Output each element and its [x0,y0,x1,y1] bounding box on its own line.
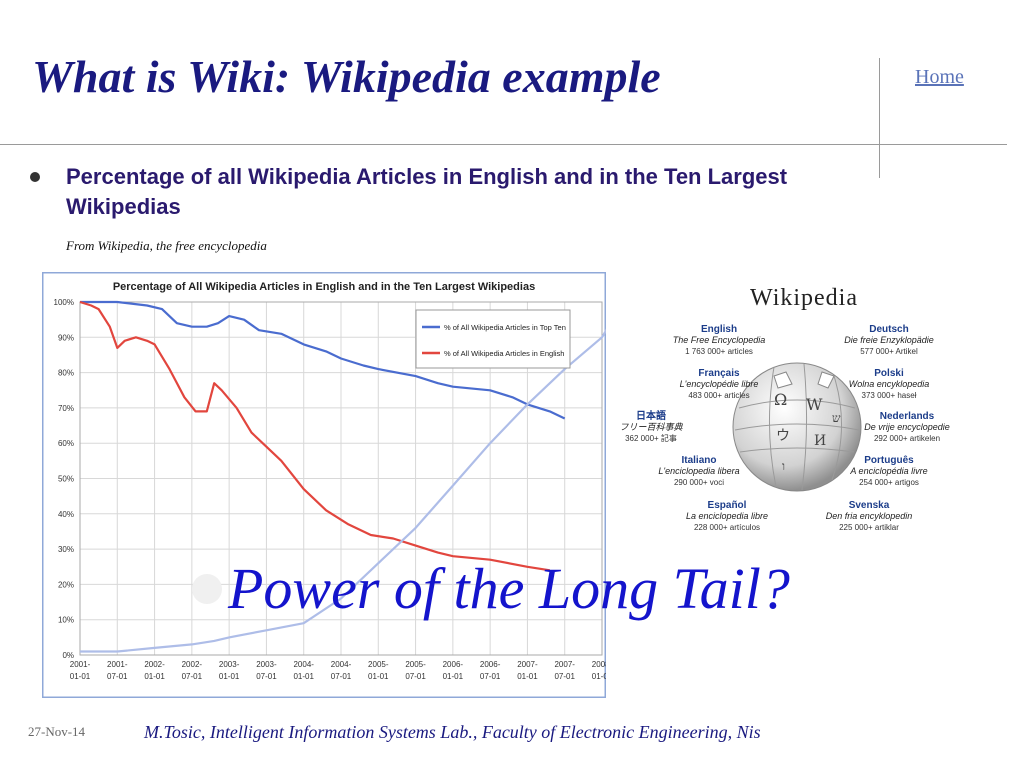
language-count: 228 000+ artículos [693,523,761,532]
y-tick-label: 20% [58,580,74,589]
y-tick-label: 40% [58,510,74,519]
series-line-2 [79,300,550,572]
language-entry[interactable]: Deutsch Die freie Enzyklopädie 577 000+ Ar… [824,324,954,357]
x-tick-label: 2005-07-01 [405,660,426,681]
series-line-1 [80,300,566,420]
language-count: 290 000+ voci [673,478,725,487]
source-caption: From Wikipedia, the free encyclopedia [66,238,267,253]
language-slogan: L'encyclopédie libre [679,379,759,389]
legend-box [415,309,571,369]
x-tick-label: 2005-01-01 [368,660,389,681]
language-count: 254 000+ artigos [859,478,919,487]
language-name: Nederlands [879,411,935,422]
language-name: Deutsch [869,324,909,335]
language-slogan: Wolna encyklopedia [848,379,930,389]
faded-bullet-icon [192,574,222,604]
language-entry[interactable]: 日本語 フリー百科事典 362 000+ 記事 [586,411,716,444]
language-name: Español [707,500,747,511]
legend-label: % of All Wikipedia Articles in Top Ten [444,323,566,332]
x-tick-label: 2004-01-01 [293,660,314,681]
language-slogan: A enciclopédia livre [850,466,928,476]
language-count: 373 000+ haseł [861,391,917,400]
y-tick-label: 100% [54,298,74,307]
line-chart: Percentage of All Wikipedia Articles in … [41,271,618,699]
svg-text:И: И [814,433,826,449]
plot-area [79,301,603,656]
x-tick-label: 2004-07-01 [331,660,352,681]
y-tick-label: 90% [58,333,74,342]
language-entry[interactable]: Français L'encyclopédie libre 483 000+ art… [654,368,784,401]
y-tick-label: 0% [62,651,74,660]
language-slogan: Die freie Enzyklopädie [844,335,934,345]
language-entry[interactable]: Português A enciclopédia livre 254 000+ ar… [824,455,954,488]
language-slogan: The Free Encyclopedia [672,335,766,345]
y-tick-label: 60% [58,439,74,448]
x-tick-label: 2007-01-01 [517,660,538,681]
language-count: 483 000+ articles [688,391,750,400]
svg-text:W: W [806,395,823,414]
language-slogan: Den fria encyklopedin [825,511,913,521]
language-count: 362 000+ 記事 [625,434,677,443]
x-tick-label: 2006-07-01 [480,660,501,681]
x-tick-label: 2001-07-01 [107,660,128,681]
header-vertical-divider [879,58,880,178]
language-count: 577 000+ Artikel [860,347,918,356]
x-tick-label: 2003-07-01 [256,660,277,681]
x-tick-label: 2001-01-01 [70,660,91,681]
slide-title: What is Wiki: Wikipedia example [32,51,661,102]
svg-text:Ω: Ω [774,390,787,409]
language-entry[interactable]: Nederlands De vrije encyclopedie 292 000+ … [842,411,972,444]
language-name: Português [864,455,914,466]
x-tick-label: 2008-01-01 [592,660,606,681]
language-entry[interactable]: Español La enciclopedia libre 228 000+ art… [662,500,792,533]
legend-label: % of All Wikipedia Articles in English [444,349,564,358]
language-name: Français [698,368,740,379]
language-name: Italiano [681,455,717,466]
language-name: 日本語 [636,411,666,422]
language-slogan: フリー百科事典 [619,422,683,432]
chart-title: Percentage of All Wikipedia Articles in … [113,281,535,293]
y-tick-label: 50% [58,475,74,484]
language-entry[interactable]: Italiano L'enciclopedia libera 290 000+ vo… [634,455,764,488]
language-entry[interactable]: Polski Wolna encyklopedia 373 000+ haseł [824,368,954,401]
long-tail-heading: Power of the Long Tail? [228,556,790,621]
language-count: 292 000+ artikelen [873,434,941,443]
series-line-3 [80,312,618,653]
language-count: 1 763 000+ articles [685,347,753,356]
svg-text:ウ: ウ [776,428,790,444]
x-tick-label: 2006-01-01 [443,660,464,681]
language-name: Polski [874,368,904,379]
y-tick-label: 80% [58,369,74,378]
language-slogan: L'enciclopedia libera [658,466,740,476]
language-name: English [700,324,738,335]
x-tick-label: 2003-01-01 [219,660,240,681]
language-entry[interactable]: English The Free Encyclopedia 1 763 000+ a… [654,324,784,357]
x-tick-label: 2007-07-01 [554,660,575,681]
y-tick-label: 30% [58,545,74,554]
svg-text:ו: ו [782,459,785,473]
svg-text:ש: ש [832,411,841,425]
language-name: Svenska [848,500,890,511]
header-horizontal-divider [0,144,1007,145]
wikipedia-wordmark: Wikipedia [750,285,858,311]
language-entry[interactable]: Svenska Den fria encyklopedin 225 000+ art… [804,500,934,533]
home-link[interactable]: Home [915,66,964,88]
y-tick-label: 10% [58,616,74,625]
x-tick-label: 2002-07-01 [182,660,203,681]
chart-svg: Percentage of All Wikipedia Articles in … [41,271,618,699]
slide-date: 27-Nov-14 [28,724,86,739]
x-tick-label: 2002-01-01 [144,660,165,681]
slide-footer: M.Tosic, Intelligent Information Systems… [144,722,761,742]
bullet-text: Percentage of all Wikipedia Articles in … [66,164,788,219]
language-count: 225 000+ artiklar [839,523,899,532]
language-slogan: De vrije encyclopedie [864,422,950,432]
language-slogan: La enciclopedia libre [685,511,769,521]
y-tick-label: 70% [58,404,74,413]
bullet-icon [30,172,40,182]
